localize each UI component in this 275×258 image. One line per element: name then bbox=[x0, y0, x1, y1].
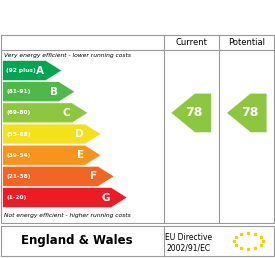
Text: Current: Current bbox=[175, 38, 207, 47]
Polygon shape bbox=[227, 93, 267, 132]
Text: E: E bbox=[76, 150, 84, 160]
Text: G: G bbox=[101, 192, 110, 203]
Text: (1-20): (1-20) bbox=[6, 195, 26, 200]
Text: (39-54): (39-54) bbox=[6, 153, 31, 158]
Polygon shape bbox=[3, 145, 101, 165]
Text: C: C bbox=[63, 108, 71, 118]
Text: 78: 78 bbox=[241, 106, 258, 119]
Polygon shape bbox=[3, 124, 101, 144]
Text: England & Wales: England & Wales bbox=[21, 235, 133, 247]
Text: Energy Efficiency Rating: Energy Efficiency Rating bbox=[8, 10, 210, 25]
Text: F: F bbox=[90, 171, 97, 181]
Text: (55-68): (55-68) bbox=[6, 132, 31, 136]
Text: Potential: Potential bbox=[228, 38, 265, 47]
Text: (21-38): (21-38) bbox=[6, 174, 31, 179]
Polygon shape bbox=[3, 61, 62, 80]
Polygon shape bbox=[3, 103, 88, 123]
Polygon shape bbox=[3, 188, 127, 207]
Text: (81-91): (81-91) bbox=[6, 89, 31, 94]
Text: B: B bbox=[50, 87, 57, 97]
Text: D: D bbox=[75, 129, 84, 139]
Text: (69-80): (69-80) bbox=[6, 110, 30, 115]
Text: (92 plus): (92 plus) bbox=[6, 68, 36, 73]
Text: EU Directive: EU Directive bbox=[165, 233, 212, 242]
Text: A: A bbox=[37, 66, 45, 76]
Polygon shape bbox=[171, 93, 211, 132]
Text: Not energy efficient - higher running costs: Not energy efficient - higher running co… bbox=[4, 213, 131, 218]
Text: Very energy efficient - lower running costs: Very energy efficient - lower running co… bbox=[4, 53, 131, 58]
Text: 78: 78 bbox=[185, 106, 203, 119]
Polygon shape bbox=[3, 166, 114, 186]
Polygon shape bbox=[3, 82, 75, 102]
Text: 2002/91/EC: 2002/91/EC bbox=[166, 244, 210, 253]
